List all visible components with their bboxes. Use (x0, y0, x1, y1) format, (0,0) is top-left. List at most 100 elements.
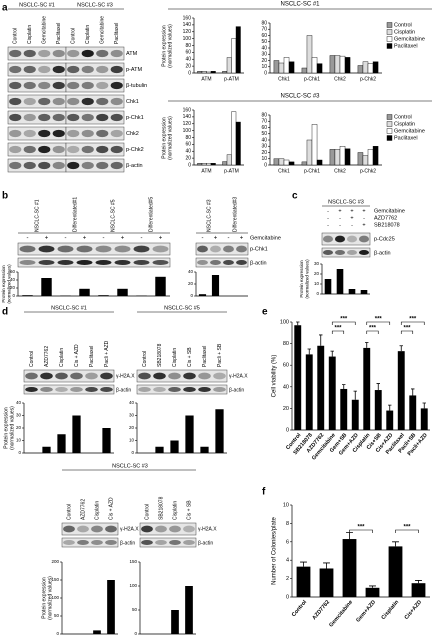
y-tick-label: 120 (183, 121, 192, 127)
protein-label: β-actin (374, 250, 391, 256)
panel-label: f (262, 487, 266, 498)
bar (305, 354, 313, 430)
bracket (400, 330, 414, 334)
y-tick-label: 20 (314, 271, 320, 276)
band (52, 129, 65, 138)
band (23, 65, 36, 74)
band (138, 386, 151, 393)
bar (288, 161, 295, 166)
y-tick-label: 6 (286, 539, 289, 545)
band (95, 259, 112, 266)
band (358, 249, 370, 256)
blot (65, 78, 125, 93)
lane-label: Paclitaxel (202, 346, 208, 367)
lane-label: Cis + SB (187, 347, 193, 367)
band (346, 235, 358, 243)
y-tick-label: 0 (188, 162, 191, 168)
bar (155, 446, 164, 453)
y-tick-label: 2 (286, 576, 289, 582)
band (198, 372, 211, 380)
bar (339, 146, 346, 166)
axis (195, 272, 248, 297)
y-tick-label: 0 (286, 594, 289, 600)
blot (65, 62, 125, 77)
bar (278, 62, 285, 74)
blot (65, 110, 125, 125)
protein-label: β-actin (126, 163, 143, 169)
panel-label: c (292, 191, 298, 202)
protein-label: p-Chk1 (250, 246, 268, 252)
significance: *** (403, 326, 411, 332)
bar (226, 154, 232, 166)
sign: - (339, 222, 341, 228)
bar (319, 568, 334, 597)
band (223, 245, 234, 253)
band (110, 65, 123, 74)
band (110, 161, 123, 170)
lane-label: Cisplatin (59, 348, 65, 367)
band (81, 81, 94, 90)
y-axis-label: Protein expression (161, 25, 167, 67)
band (358, 235, 370, 243)
lane-label: Cis + AZD (108, 497, 114, 520)
band (213, 372, 226, 380)
sign: - (327, 208, 329, 214)
band (38, 113, 51, 122)
sign: - (351, 222, 353, 228)
legend-swatch (386, 43, 393, 49)
band (40, 386, 53, 393)
error-bar (353, 390, 357, 400)
band (77, 525, 89, 533)
error-bar (415, 580, 422, 584)
protein-label: γ-H2A.X (120, 526, 139, 532)
band (210, 245, 221, 253)
lane-label: Control (142, 351, 148, 367)
band (334, 249, 346, 256)
bar (311, 57, 318, 74)
y-tick-label: 50 (261, 131, 267, 137)
band (38, 245, 55, 253)
band (153, 372, 166, 380)
band (210, 259, 221, 266)
legend-swatch (386, 135, 393, 141)
band (23, 161, 36, 170)
band (81, 65, 94, 74)
band (110, 129, 123, 138)
band (322, 249, 334, 256)
band (110, 97, 123, 106)
blot-title: NSCLC-SC #3 (328, 199, 364, 205)
bar (197, 163, 203, 166)
band (197, 245, 208, 253)
band (213, 386, 226, 393)
significance: *** (409, 317, 417, 323)
y-tick-label: 80 (261, 112, 267, 118)
band (38, 97, 51, 106)
y-tick-label: 8 (286, 521, 289, 527)
band (96, 97, 109, 106)
sign: - (65, 236, 67, 242)
protein-label: β-tubulin (126, 83, 147, 89)
lane-header: Differentiated#5 (148, 197, 154, 232)
bar (197, 71, 203, 74)
x-tick-label: Chk1 (278, 76, 290, 82)
y-tick-label: 100 (183, 36, 192, 42)
bar (411, 583, 426, 597)
bar (185, 586, 193, 634)
band (96, 49, 109, 58)
bar (334, 149, 341, 166)
bar (386, 410, 394, 430)
protein-label: β-actin (120, 540, 135, 546)
y-tick-label: 60 (185, 50, 191, 56)
bar (170, 440, 179, 453)
error-bar (422, 402, 426, 409)
band (23, 97, 36, 106)
x-tick-label: ATM (201, 168, 211, 174)
band (67, 49, 80, 58)
bar (316, 63, 323, 74)
protein-label: γ-H2A.X (229, 373, 248, 379)
band (76, 245, 93, 253)
bar (367, 63, 374, 74)
bar (210, 71, 216, 74)
y-tick-label: 10 (129, 438, 135, 443)
x-tick-label: p-ATM (224, 168, 239, 174)
